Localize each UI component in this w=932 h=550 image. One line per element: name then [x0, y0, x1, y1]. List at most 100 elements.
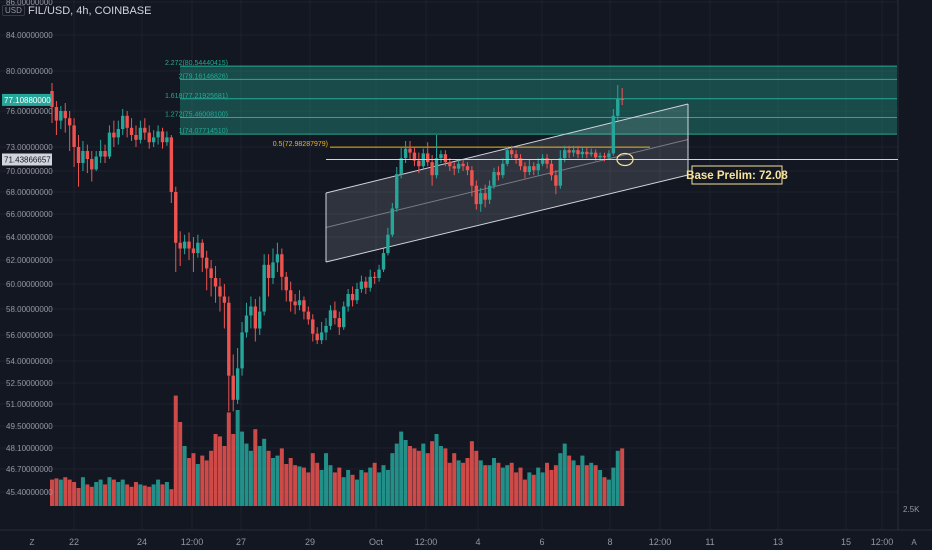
candle-body [125, 115, 129, 128]
volume-bar [328, 465, 333, 506]
volume-bar [275, 455, 280, 506]
volume-bar [103, 484, 108, 506]
time-tick-label: 11 [705, 537, 714, 547]
volume-bar [213, 434, 218, 506]
candle-body [262, 264, 266, 312]
volume-bar [226, 412, 231, 506]
price-tick-label: 84.00000000 [6, 31, 53, 40]
volume-bar [580, 455, 585, 506]
candle-body [182, 241, 187, 249]
candle-body [417, 160, 421, 167]
volume-bar [584, 465, 589, 506]
fib-label: 2.272(80.54440415) [165, 60, 228, 67]
time-tick-label: 6 [539, 537, 544, 547]
volume-bar [54, 478, 59, 506]
volume-bar [257, 446, 262, 506]
volume-bar [474, 450, 479, 506]
candle-body [147, 132, 151, 143]
time-tick-label: 22 [69, 537, 79, 547]
candle-body [116, 129, 120, 138]
volume-bar [620, 448, 625, 506]
candle-body [160, 131, 165, 143]
candle-body [72, 125, 76, 147]
currency-badge[interactable]: USD [2, 5, 25, 16]
candle-body [94, 156, 98, 170]
candle-body [589, 152, 593, 155]
price-tick-label: 56.00000000 [6, 331, 53, 340]
volume-bar [377, 472, 382, 506]
candle-body [474, 185, 479, 205]
volume-bar [319, 470, 324, 506]
candle-body [386, 234, 390, 254]
price-axis[interactable]: 86.00000000 84.00000000 80.00000000 76.0000… [2, 0, 920, 514]
candle-body [293, 301, 297, 306]
volume-bar [372, 462, 377, 506]
volume-bar [266, 450, 271, 506]
candle-body [593, 152, 598, 158]
z-glyph-icon[interactable]: Z [30, 538, 35, 547]
candle-body [315, 333, 319, 341]
candle-body [200, 242, 204, 258]
volume-bar [461, 462, 466, 506]
time-tick-label: 4 [475, 537, 480, 547]
time-axis[interactable]: 22 24 12:00 27 29 Oct 12:00 4 6 8 12:00 11 13 15 12:00… [30, 537, 918, 547]
volume-bar [120, 479, 125, 506]
symbol-header: FIL/USD, 4h, COINBASE [28, 5, 151, 17]
candle-body [54, 107, 59, 121]
volume-bar [518, 467, 523, 506]
candle-body [213, 278, 218, 287]
time-tick-label: 15 [841, 537, 851, 547]
volume-bar [536, 467, 541, 506]
price-tick-label: 58.00000000 [6, 305, 53, 314]
volume-bar [235, 410, 240, 506]
fib-zone [180, 79, 897, 99]
callout-text: Base Prelim: 72.08 [686, 170, 788, 182]
candle-body [266, 264, 271, 278]
volume-bar [567, 455, 572, 506]
price-tick-label: 73.00000000 [6, 143, 53, 152]
candle-body [430, 162, 434, 176]
highlight-circle [616, 152, 634, 167]
candle-body [359, 281, 364, 289]
candle-body [249, 306, 253, 316]
volume-bar [222, 446, 227, 506]
volume-bar [390, 453, 395, 506]
volume-bar [545, 462, 550, 506]
volume-bar [58, 479, 63, 506]
candle-body [434, 158, 439, 176]
candle-body [231, 375, 235, 400]
candle-body [143, 127, 147, 133]
price-tick-label: 60.00000000 [6, 280, 53, 289]
candle-body [576, 150, 580, 155]
candle-body [107, 132, 112, 157]
volume-bar [602, 477, 607, 506]
candle-body [342, 306, 346, 328]
price-tick-label: 86.00000000 [6, 0, 53, 7]
candle-body [585, 151, 589, 155]
overlay: Base Prelim: 72.08 [326, 152, 898, 185]
a-glyph-icon[interactable]: A [911, 538, 917, 547]
candle-body [187, 241, 191, 249]
volume-bar [487, 465, 492, 506]
volume-bar [125, 484, 130, 506]
volume-bar [549, 470, 554, 506]
fib-zone [180, 66, 897, 80]
volume-bar [89, 486, 94, 506]
candle-body [81, 151, 85, 163]
fib-label: 2(79.16146826) [179, 73, 228, 80]
volume-bar [301, 467, 306, 506]
candle-body [554, 175, 558, 186]
price-tick-label: 76.00000000 [6, 107, 53, 116]
volume-bar [244, 443, 249, 506]
candle-body [271, 262, 275, 278]
volume-bar [187, 458, 192, 506]
candle-body [598, 155, 602, 158]
channel-fill [326, 104, 688, 262]
candle-body [443, 154, 448, 163]
candle-body [602, 155, 607, 158]
candle-body [399, 158, 403, 175]
time-tick-label: 13 [773, 537, 783, 547]
volume-bar [492, 458, 496, 506]
candle-body [258, 311, 262, 329]
